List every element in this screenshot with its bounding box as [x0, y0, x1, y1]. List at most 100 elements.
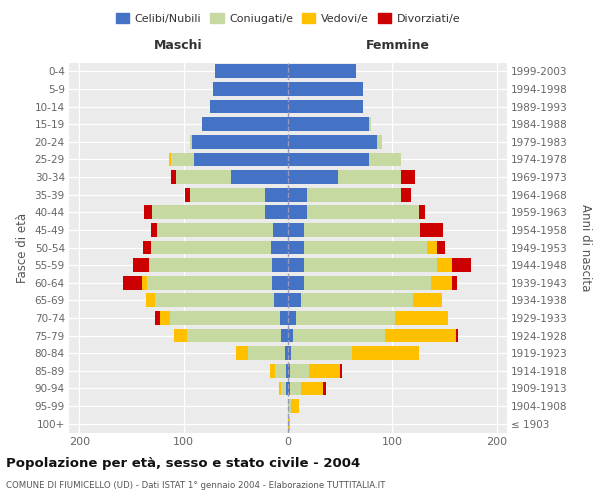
Bar [452, 276, 457, 289]
Bar [340, 364, 342, 378]
Bar [190, 188, 265, 202]
Bar [202, 118, 288, 131]
Bar [194, 152, 288, 166]
Bar [288, 311, 296, 325]
Bar [452, 258, 470, 272]
Bar [192, 135, 288, 148]
Bar [171, 170, 176, 184]
Bar [274, 223, 288, 237]
Bar [151, 240, 271, 254]
Bar [147, 276, 272, 289]
Bar [288, 100, 363, 114]
Bar [272, 258, 288, 272]
Y-axis label: Fasce di età: Fasce di età [16, 212, 29, 282]
Text: Femmine: Femmine [365, 39, 430, 52]
Bar [155, 311, 160, 325]
Bar [301, 294, 413, 307]
Bar [187, 328, 281, 342]
Bar [301, 382, 323, 396]
Bar [395, 311, 448, 325]
Bar [175, 328, 187, 342]
Bar [401, 188, 411, 202]
Bar [280, 311, 288, 325]
Bar [143, 240, 151, 254]
Bar [176, 170, 230, 184]
Bar [304, 240, 427, 254]
Bar [146, 294, 155, 307]
Bar [123, 276, 142, 289]
Text: COMUNE DI FIUMICELLO (UD) - Dati ISTAT 1° gennaio 2004 - Elaborazione TUTTITALIA: COMUNE DI FIUMICELLO (UD) - Dati ISTAT 1… [6, 481, 385, 490]
Bar [288, 294, 301, 307]
Bar [293, 328, 385, 342]
Bar [213, 82, 288, 96]
Bar [421, 223, 443, 237]
Bar [290, 382, 301, 396]
Legend: Celibi/Nubili, Coniugati/e, Vedovi/e, Divorziati/e: Celibi/Nubili, Coniugati/e, Vedovi/e, Di… [112, 9, 464, 29]
Bar [185, 188, 190, 202]
Bar [288, 346, 291, 360]
Bar [265, 188, 288, 202]
Bar [288, 82, 363, 96]
Bar [370, 152, 401, 166]
Bar [288, 206, 307, 219]
Bar [307, 188, 401, 202]
Bar [437, 258, 452, 272]
Bar [385, 328, 456, 342]
Bar [456, 328, 458, 342]
Bar [288, 276, 304, 289]
Bar [169, 152, 171, 166]
Bar [265, 206, 288, 219]
Bar [275, 364, 286, 378]
Bar [307, 206, 419, 219]
Bar [160, 311, 170, 325]
Y-axis label: Anni di nascita: Anni di nascita [579, 204, 592, 291]
Bar [288, 382, 290, 396]
Text: Maschi: Maschi [154, 39, 203, 52]
Bar [288, 118, 370, 131]
Bar [288, 328, 293, 342]
Bar [431, 276, 452, 289]
Bar [274, 294, 288, 307]
Bar [142, 276, 147, 289]
Bar [296, 311, 395, 325]
Bar [288, 152, 370, 166]
Bar [271, 240, 288, 254]
Bar [323, 382, 326, 396]
Bar [133, 258, 149, 272]
Bar [304, 258, 437, 272]
Bar [288, 135, 377, 148]
Bar [248, 346, 285, 360]
Bar [290, 364, 309, 378]
Bar [171, 152, 194, 166]
Bar [215, 64, 288, 78]
Bar [190, 135, 192, 148]
Bar [170, 311, 280, 325]
Bar [288, 417, 290, 430]
Bar [291, 399, 299, 413]
Bar [437, 240, 445, 254]
Bar [288, 170, 338, 184]
Bar [413, 294, 442, 307]
Bar [304, 276, 431, 289]
Bar [309, 364, 340, 378]
Bar [288, 240, 304, 254]
Bar [149, 258, 272, 272]
Bar [427, 240, 437, 254]
Bar [377, 135, 382, 148]
Bar [278, 382, 281, 396]
Bar [236, 346, 248, 360]
Bar [288, 364, 290, 378]
Bar [288, 258, 304, 272]
Bar [288, 64, 356, 78]
Bar [281, 382, 286, 396]
Bar [210, 100, 288, 114]
Bar [151, 223, 157, 237]
Bar [152, 206, 265, 219]
Bar [272, 276, 288, 289]
Bar [288, 223, 304, 237]
Bar [288, 188, 307, 202]
Bar [281, 328, 288, 342]
Text: Popolazione per età, sesso e stato civile - 2004: Popolazione per età, sesso e stato civil… [6, 458, 360, 470]
Bar [304, 223, 421, 237]
Bar [270, 364, 275, 378]
